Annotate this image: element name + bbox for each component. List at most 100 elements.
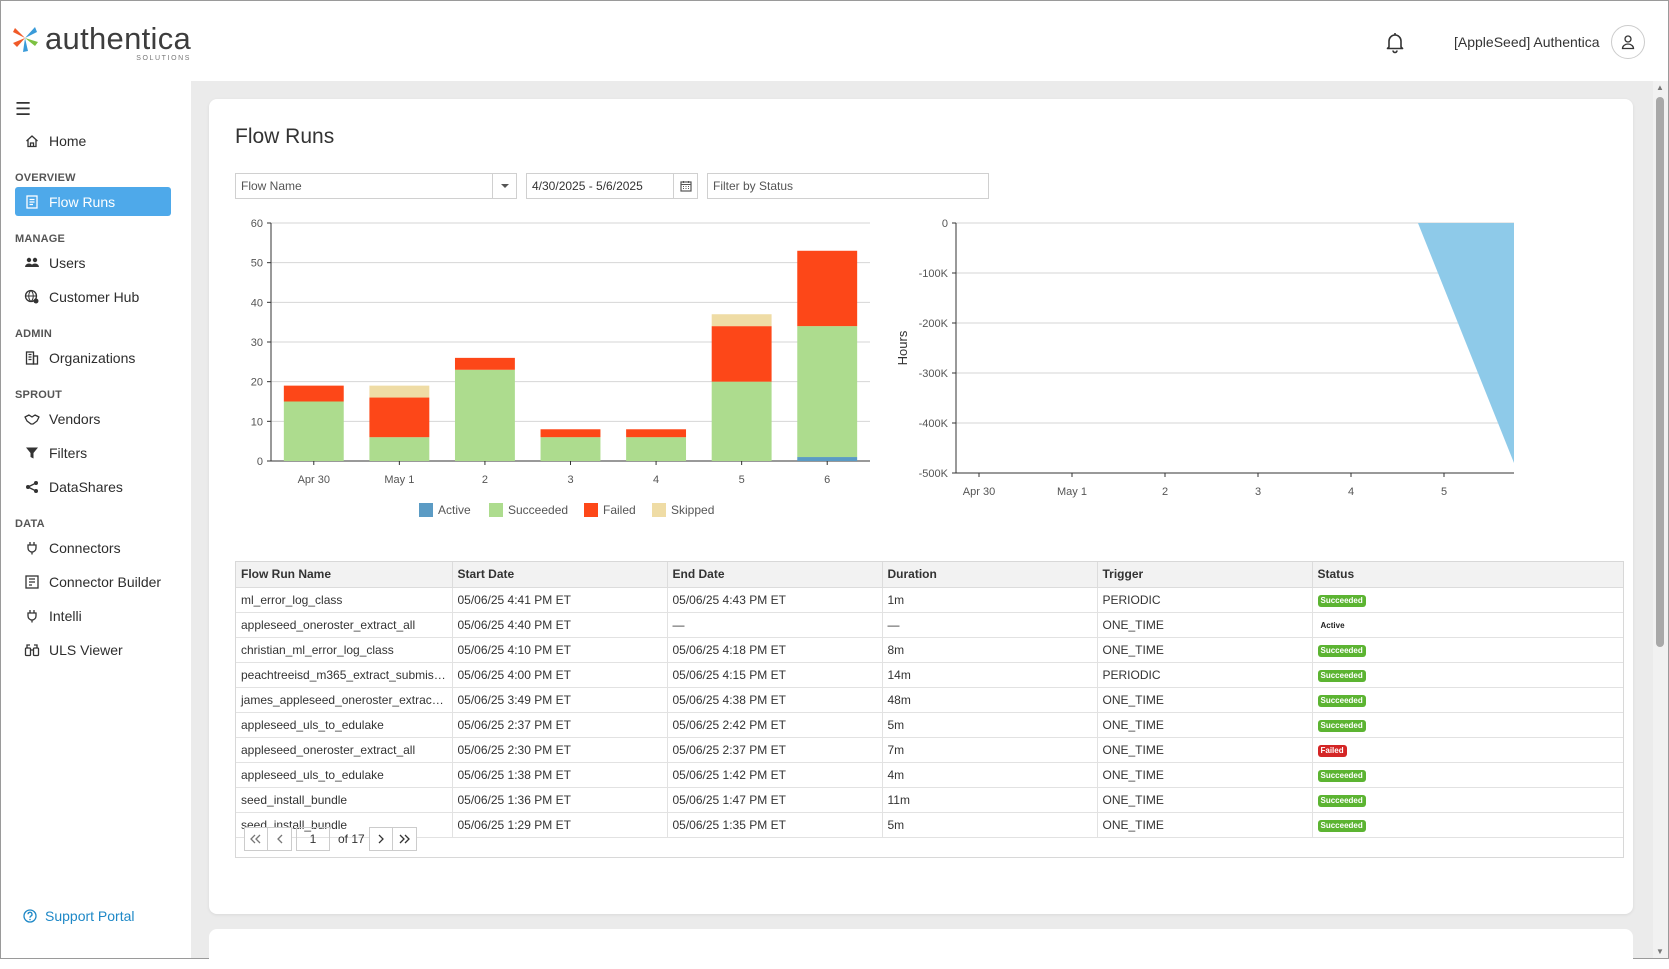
status-badge: Failed xyxy=(1317,744,1347,758)
flow-name-select[interactable]: Flow Name xyxy=(235,173,517,199)
sidebar-item-users[interactable]: Users xyxy=(15,248,171,277)
table-header-row: Flow Run Name Start Date End Date Duration T… xyxy=(236,562,1623,588)
sidebar-item-filters[interactable]: Filters xyxy=(15,438,171,467)
table-cell: ONE_TIME xyxy=(1097,612,1313,638)
table-cell: Succeeded xyxy=(1312,712,1623,738)
table-cell: — xyxy=(667,612,883,638)
y-tick-label: 0 xyxy=(257,456,263,468)
bar-succeeded xyxy=(797,326,858,458)
last-page-icon[interactable] xyxy=(392,827,417,851)
legend-label: Succeeded xyxy=(508,503,568,517)
legend-swatch xyxy=(489,503,503,517)
y-tick-label: -300K xyxy=(919,368,949,380)
table-cell: seed_install_bundle xyxy=(236,787,453,813)
table-cell: 05/06/25 1:47 PM ET xyxy=(667,787,883,813)
sidebar-item-label: Customer Hub xyxy=(49,288,140,305)
legend-label: Skipped xyxy=(671,503,714,517)
section-sprout: SPROUT xyxy=(15,389,63,401)
table-cell: 5m xyxy=(882,812,1098,838)
table-cell: 05/06/25 4:00 PM ET xyxy=(452,662,668,688)
table-row[interactable]: appleseed_oneroster_extract_all 05/06/25 … xyxy=(236,737,1623,763)
column-header[interactable]: Status xyxy=(1312,562,1623,588)
hamburger-menu-icon[interactable]: ☰ xyxy=(15,99,32,119)
table-row[interactable]: appleseed_oneroster_extract_all 05/06/25 … xyxy=(236,612,1623,638)
table-cell: appleseed_uls_to_edulake xyxy=(236,762,453,788)
prev-page-icon[interactable] xyxy=(268,827,292,851)
table-row[interactable]: peachtreeisd_m365_extract_submiss... 05/0… xyxy=(236,662,1623,688)
x-tick-label: 5 xyxy=(739,474,745,486)
sidebar-item-vendors[interactable]: Vendors xyxy=(15,404,171,433)
builder-icon xyxy=(23,573,41,591)
bar-failed xyxy=(540,429,601,438)
sidebar-item-flow-runs[interactable]: Flow Runs xyxy=(15,187,171,216)
table-cell: Succeeded xyxy=(1312,587,1623,613)
status-badge: Succeeded xyxy=(1317,669,1366,683)
table-cell: 05/06/25 4:18 PM ET xyxy=(667,637,883,663)
table-row[interactable]: christian_ml_error_log_class 05/06/25 4:1… xyxy=(236,637,1623,663)
section-overview: OVERVIEW xyxy=(15,172,76,184)
bar-succeeded xyxy=(454,369,515,461)
table-cell: PERIODIC xyxy=(1097,587,1313,613)
first-page-icon[interactable] xyxy=(244,827,268,851)
table-row[interactable]: ml_error_log_class 05/06/25 4:41 PM ET 05/… xyxy=(236,587,1623,613)
brand-logo[interactable]: authentica SOLUTIONS xyxy=(9,23,191,62)
status-badge: Succeeded xyxy=(1317,769,1366,783)
document-list-icon xyxy=(23,193,41,211)
app-header: authentica SOLUTIONS [AppleSeed] Authent… xyxy=(1,1,1668,81)
support-portal-link[interactable]: Support Portal xyxy=(23,908,135,924)
y-axis-label: Hours xyxy=(895,330,910,365)
table-cell: 05/06/25 1:35 PM ET xyxy=(667,812,883,838)
table-row[interactable]: seed_install_bundle 05/06/25 1:29 PM ET 05… xyxy=(236,812,1623,838)
y-tick-label: -500K xyxy=(919,468,949,480)
next-page-icon[interactable] xyxy=(368,827,393,851)
column-header[interactable]: Trigger xyxy=(1097,562,1313,588)
page-number-input[interactable]: 1 xyxy=(296,827,330,851)
sidebar-item-intelli[interactable]: Intelli xyxy=(15,601,171,630)
share-icon xyxy=(23,478,41,496)
sidebar-item-label: Connectors xyxy=(49,539,121,556)
table-cell: 05/06/25 1:36 PM ET xyxy=(452,787,668,813)
y-tick-label: 20 xyxy=(251,377,263,389)
chevron-down-icon[interactable] xyxy=(492,174,516,198)
sidebar-item-connectors[interactable]: Connectors xyxy=(15,533,171,562)
status-badge: Succeeded xyxy=(1317,594,1366,608)
status-badge: Succeeded xyxy=(1317,644,1366,658)
logo-mark-icon xyxy=(13,27,38,52)
table-row[interactable]: appleseed_uls_to_edulake 05/06/25 1:38 PM… xyxy=(236,762,1623,788)
sidebar-item-label: Organizations xyxy=(49,349,136,366)
table-row[interactable]: james_appleseed_oneroster_extract_... 05/… xyxy=(236,687,1623,713)
sidebar-item-customer-hub[interactable]: Customer Hub xyxy=(15,282,171,311)
legend-label: Active xyxy=(438,503,471,517)
bell-icon[interactable] xyxy=(1383,30,1407,54)
sidebar-item-organizations[interactable]: Organizations xyxy=(15,343,171,372)
x-tick-label: 2 xyxy=(1162,486,1168,498)
sidebar-item-label: Users xyxy=(49,254,86,271)
section-manage: MANAGE xyxy=(15,233,66,245)
avatar[interactable] xyxy=(1611,25,1645,59)
column-header[interactable]: Flow Run Name xyxy=(236,562,453,588)
status-badge: Succeeded xyxy=(1317,819,1366,833)
scroll-up-icon[interactable]: ▲ xyxy=(1656,83,1664,92)
table-row[interactable]: appleseed_uls_to_edulake 05/06/25 2:37 PM… xyxy=(236,712,1623,738)
column-header[interactable]: End Date xyxy=(667,562,883,588)
column-header[interactable]: Start Date xyxy=(452,562,668,588)
scrollbar-thumb[interactable] xyxy=(1656,97,1664,647)
bar-failed xyxy=(283,385,344,402)
sidebar-item-connector-builder[interactable]: Connector Builder xyxy=(15,567,171,596)
table-cell: 05/06/25 2:42 PM ET xyxy=(667,712,883,738)
sidebar-item-datashares[interactable]: DataShares xyxy=(15,472,171,501)
table-cell: 05/06/25 1:38 PM ET xyxy=(452,762,668,788)
section-admin: ADMIN xyxy=(15,328,53,340)
sidebar-item-uls-viewer[interactable]: ULS Viewer xyxy=(15,635,171,664)
user-icon xyxy=(1621,35,1635,50)
area-series xyxy=(1417,223,1514,463)
column-header[interactable]: Duration xyxy=(882,562,1098,588)
status-filter-input[interactable]: Filter by Status xyxy=(707,173,989,199)
vertical-scrollbar[interactable]: ▲ ▼ xyxy=(1653,81,1668,958)
sidebar-item-home[interactable]: Home xyxy=(15,126,171,155)
sidebar-item-label: Connector Builder xyxy=(49,573,162,590)
date-range-input[interactable]: 4/30/2025 - 5/6/2025 xyxy=(526,173,698,199)
calendar-icon[interactable] xyxy=(673,174,697,198)
scroll-down-icon[interactable]: ▼ xyxy=(1656,947,1664,956)
table-row[interactable]: seed_install_bundle 05/06/25 1:36 PM ET 05… xyxy=(236,787,1623,813)
